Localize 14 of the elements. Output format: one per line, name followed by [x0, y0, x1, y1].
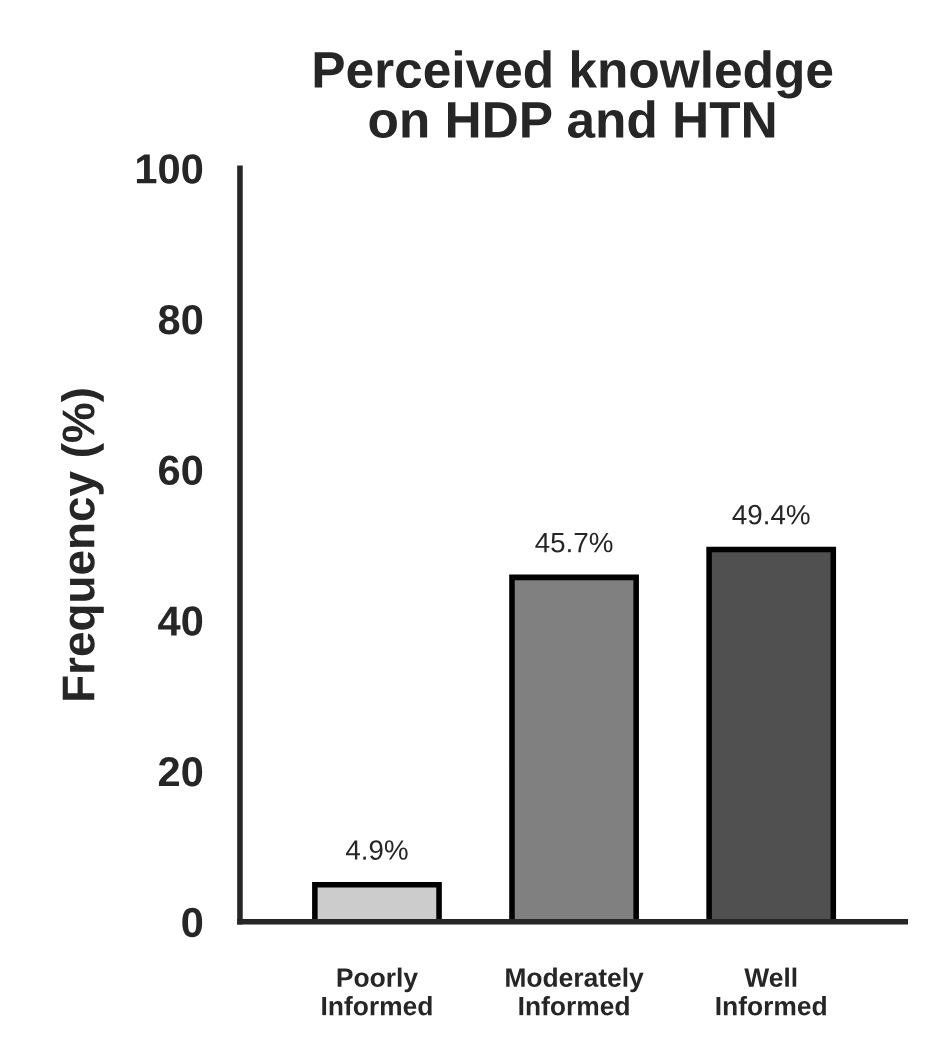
- x-tick-label: Well Informed: [716, 967, 826, 1016]
- y-tick-label: 60: [159, 455, 203, 486]
- data-label: 4.9%: [345, 840, 408, 860]
- y-tick-label: 80: [158, 304, 203, 335]
- y-tick-label: 20: [158, 757, 203, 787]
- x-tick-label: Poorly Informed: [322, 967, 432, 1016]
- y-tick-label: 100: [136, 154, 203, 184]
- y-tick-label: 40: [158, 606, 203, 636]
- y-axis-title: Frequency (%): [61, 389, 104, 700]
- chart-title: Perceived knowledge on HDP and HTN: [314, 50, 833, 139]
- x-tick-label: Moderately Informed: [506, 967, 644, 1016]
- y-tick-label: 0: [182, 907, 203, 938]
- data-label: 45.7%: [535, 532, 613, 553]
- data-label: 49.4%: [732, 504, 810, 525]
